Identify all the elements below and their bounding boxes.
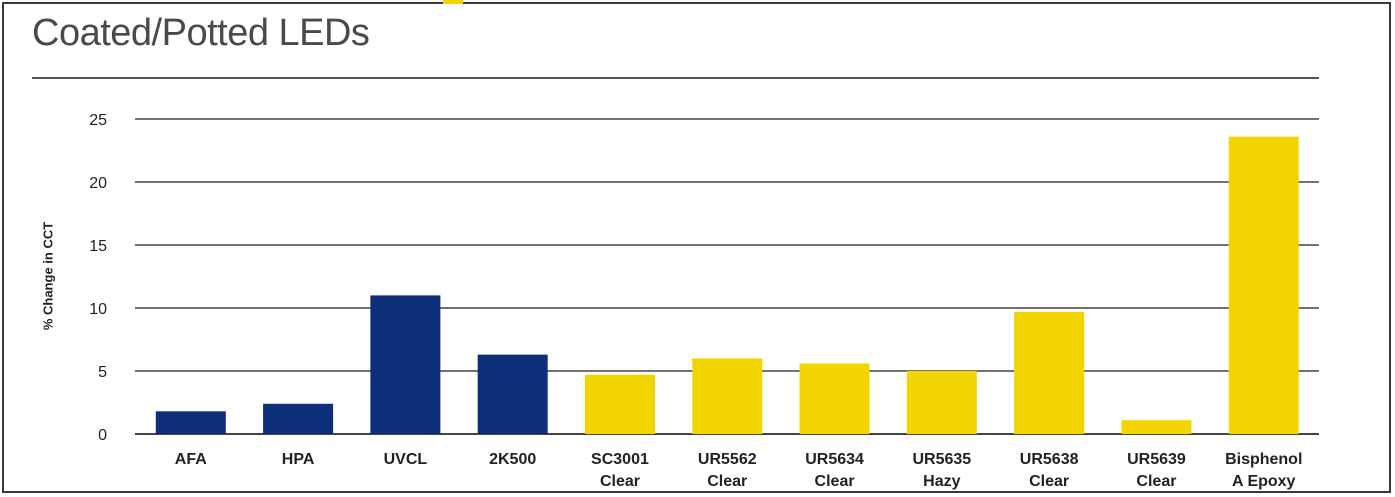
x-tick-label: 2K500 (489, 451, 536, 468)
x-tick-label: HPA (282, 451, 315, 468)
y-tick-label: 0 (98, 427, 107, 444)
bar (584, 374, 655, 434)
bar (477, 354, 548, 434)
x-tick-labels: AFA HPA UVCL 2K500 SC3001 Clear UR5562 Clear UR5… (175, 451, 1303, 490)
x-tick-label: SC3001 Clear (591, 451, 649, 490)
x-tick-label: UVCL (384, 451, 428, 468)
x-tick-label: UR5638 Clear (1020, 451, 1079, 490)
top-accent-mark (443, 0, 463, 4)
bar (1014, 311, 1085, 434)
bar (1121, 420, 1192, 434)
x-tick-label: UR5562 Clear (698, 451, 757, 490)
bar (370, 295, 441, 434)
y-tick-label: 5 (98, 364, 107, 381)
x-tick-label: UR5635 Hazy (913, 451, 972, 490)
bar (799, 363, 870, 434)
bars (155, 136, 1299, 434)
x-tick-label: Bisphenol A Epoxy (1225, 451, 1302, 490)
bar (263, 403, 334, 434)
x-tick-label: UR5639 Clear (1127, 451, 1186, 490)
y-tick-label: 25 (89, 112, 107, 129)
y-tick-label: 20 (89, 175, 107, 192)
chart-title: Coated/Potted LEDs (32, 12, 370, 54)
x-tick-label: UR5634 Clear (805, 451, 864, 490)
y-tick-label: 15 (89, 238, 107, 255)
bar (692, 358, 763, 434)
x-tick-label: AFA (175, 451, 207, 468)
bar (155, 411, 226, 434)
title-divider (32, 77, 1319, 79)
y-tick-labels: 0 5 10 15 20 25 (89, 112, 107, 444)
bar (1228, 136, 1299, 434)
bar (906, 371, 977, 434)
y-tick-label: 10 (89, 301, 107, 318)
